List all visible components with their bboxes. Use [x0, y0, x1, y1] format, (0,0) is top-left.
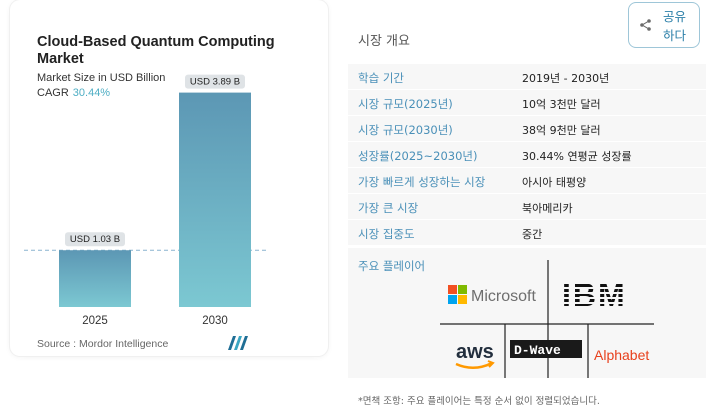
microsoft-wordmark: Microsoft	[471, 288, 536, 305]
share-button[interactable]: 공유하다	[628, 2, 700, 48]
data-label: USD 3.89 B	[190, 77, 240, 88]
dwave-wordmark: D-Wave	[514, 343, 561, 358]
chart-source: Source : Mordor Intelligence	[37, 338, 169, 350]
data-label-box	[65, 232, 125, 247]
cagr-label: CAGR	[37, 87, 69, 99]
bar-2030	[179, 92, 251, 307]
share-icon	[640, 19, 651, 31]
market-overview-title: 시장 개요	[358, 34, 410, 49]
bar-chart: USD 1.03 B 2025 USD 3.89 B 2030	[24, 74, 268, 327]
alphabet-logo: Alphabet	[594, 347, 649, 363]
chart-subtitle: Market Size in USD Billion	[37, 72, 166, 84]
microsoft-logo: Microsoft	[448, 285, 536, 305]
aws-wordmark: aws	[456, 341, 494, 363]
row-key: 시장 규모(2030년)	[358, 123, 453, 137]
key-players-grid: Microsoft IBM aws D-Wave Alphabet	[440, 260, 658, 378]
row-key: 성장률(2025~2030년)	[358, 149, 478, 163]
overview-row-concentration: 시장 집중도 중간	[348, 220, 706, 246]
row-key: 학습 기간	[358, 71, 404, 85]
data-label: USD 1.03 B	[70, 234, 120, 245]
key-players-section: 주요 플레이어 Microsoft IBM aw	[348, 248, 706, 378]
row-key: 시장 규모(2025년)	[358, 97, 453, 111]
overview-row-study-period: 학습 기간 2019년 - 2030년	[348, 64, 706, 90]
overview-row-growth-rate: 성장률(2025~2030년) 30.44% 연평균 성장률	[348, 142, 706, 168]
key-players-title: 주요 플레이어	[358, 259, 426, 273]
disclaimer-text: *면책 조항: 주요 플레이어는 특정 순서 없이 정렬되었습니다.	[358, 396, 600, 407]
row-key: 시장 집중도	[358, 227, 415, 241]
chart-title: Cloud-Based Quantum Computing Market	[37, 34, 275, 67]
data-label-box	[185, 74, 245, 89]
row-key: 가장 빠르게 성장하는 시장	[358, 175, 486, 189]
aws-logo: aws	[455, 341, 495, 369]
bar-2025	[59, 250, 131, 307]
overview-row-market-size-2030: 시장 규모(2030년) 38억 9천만 달러	[348, 116, 706, 142]
market-chart-card: Cloud-Based Quantum Computing Market Mar…	[10, 0, 328, 356]
x-tick-label: 2025	[82, 315, 108, 327]
row-value: 2019년 - 2030년	[522, 72, 610, 85]
overview-row-market-size-2025: 시장 규모(2025년) 10억 3천만 달러	[348, 90, 706, 116]
row-value: 중간	[522, 228, 543, 241]
x-tick-label: 2030	[202, 315, 228, 327]
row-value: 10억 3천만 달러	[522, 98, 601, 111]
overview-table: 학습 기간 2019년 - 2030년 시장 규모(2025년) 10억 3천만…	[348, 64, 706, 246]
mordor-intelligence-logo	[228, 336, 248, 350]
cagr-line: CAGR 30.44%	[37, 87, 110, 99]
row-value: 30.44% 연평균 성장률	[522, 150, 632, 163]
ibm-logo: IBM	[558, 277, 658, 313]
overview-row-fastest-market: 가장 빠르게 성장하는 시장 아시아 태평양	[348, 168, 706, 194]
dwave-logo: D-Wave	[510, 340, 582, 358]
share-label: 공유하다	[663, 9, 687, 43]
row-value: 북아메리카	[522, 202, 573, 215]
row-key: 가장 큰 시장	[358, 201, 419, 215]
cagr-value: 30.44%	[72, 87, 111, 99]
row-value: 38억 9천만 달러	[522, 124, 601, 137]
overview-row-largest-market: 가장 큰 시장 북아메리카	[348, 194, 706, 220]
row-value: 아시아 태평양	[522, 176, 587, 189]
